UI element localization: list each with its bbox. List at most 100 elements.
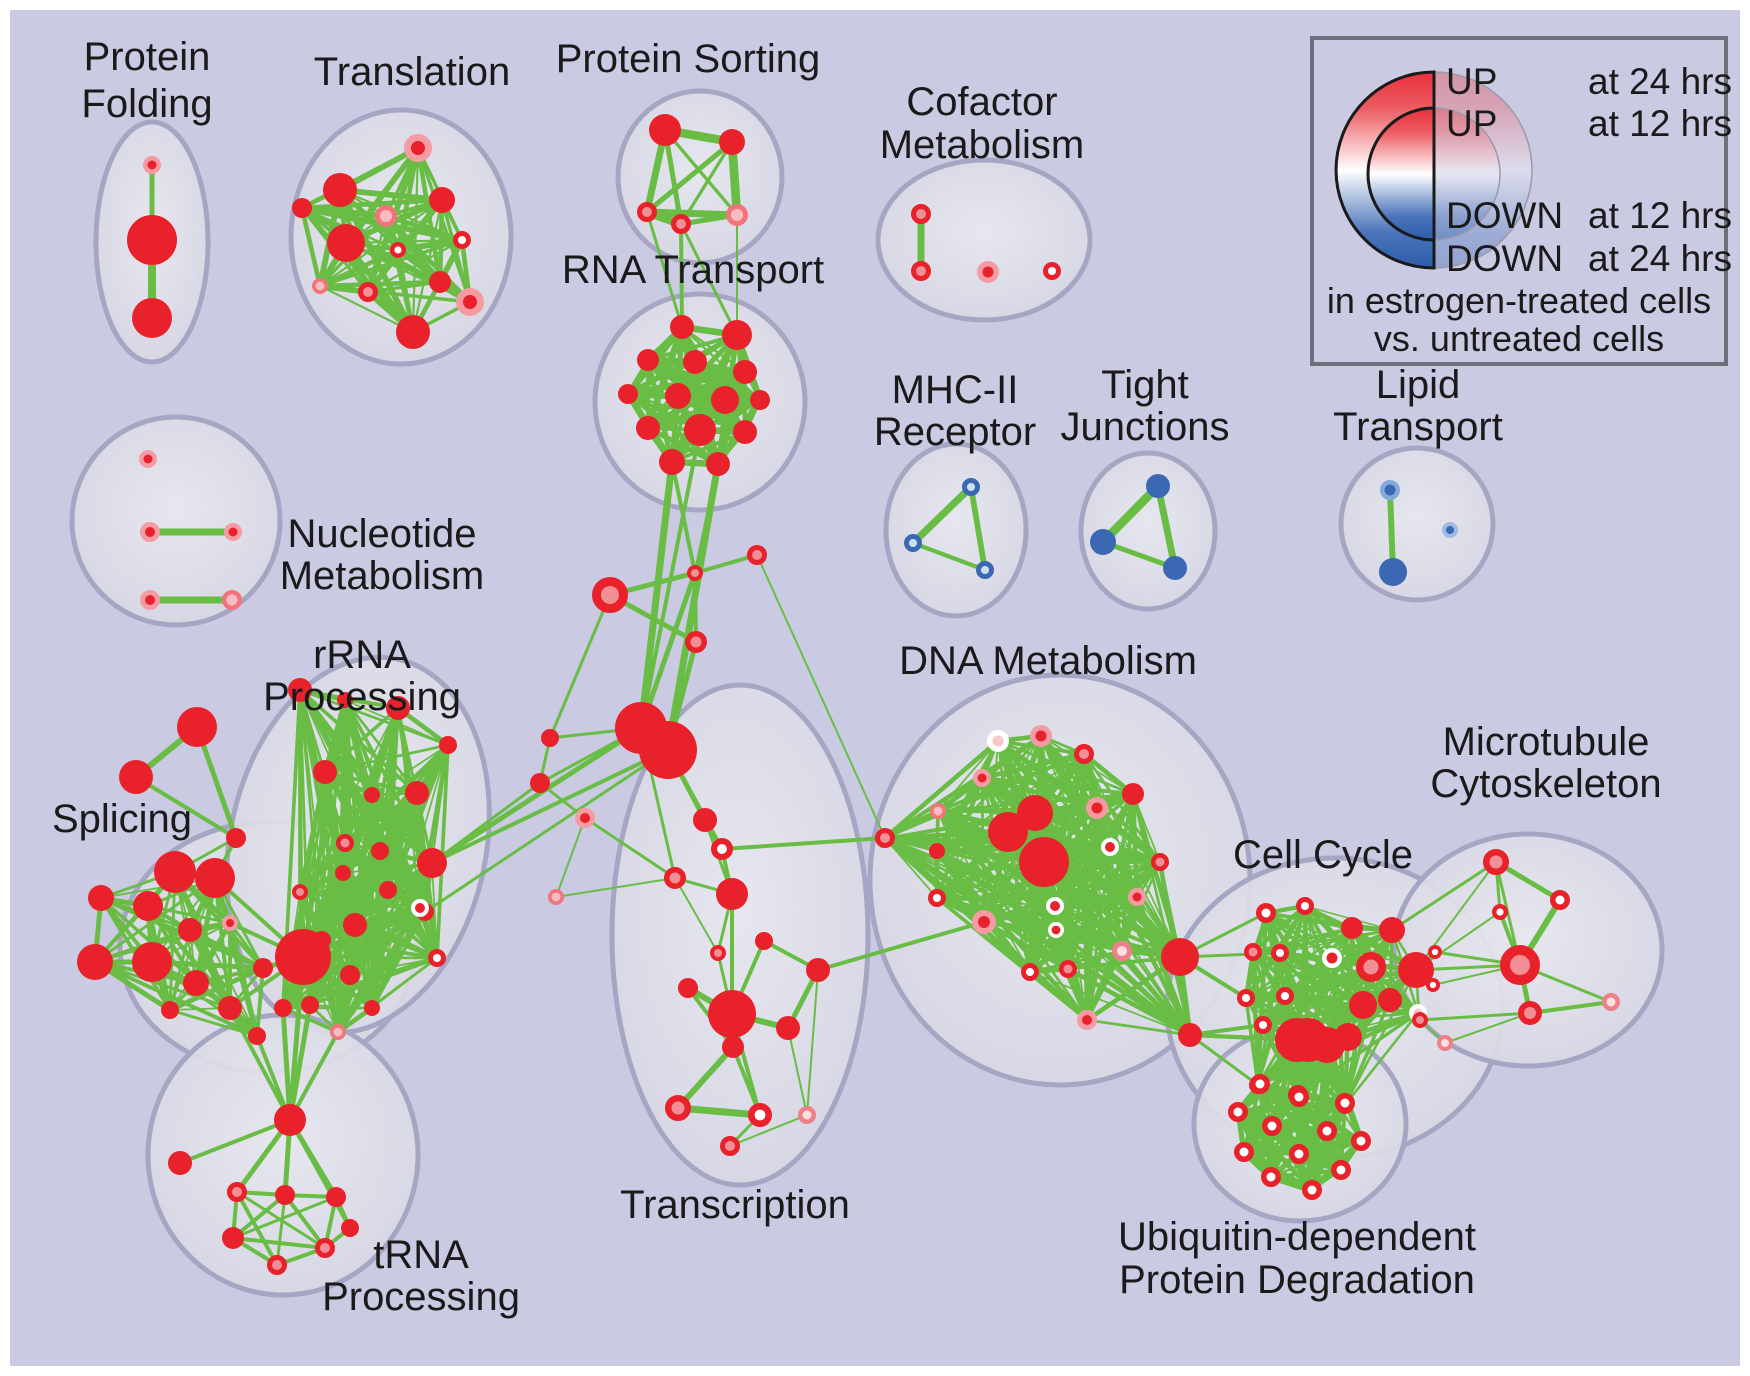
node-transcription — [664, 867, 686, 889]
node-ubiquitin-degradation — [1289, 1087, 1309, 1107]
node-rrna-processing — [364, 787, 380, 803]
edge-rrna-processing — [370, 906, 422, 1010]
node-translation — [292, 198, 312, 218]
node-connector — [530, 773, 550, 793]
edge-translation — [366, 290, 472, 304]
edge-dna-metabolism — [882, 738, 1001, 841]
node-rrna-processing — [292, 884, 308, 900]
edge-inter — [548, 593, 612, 740]
node-trna-processing — [168, 1151, 192, 1175]
edge-cell-cycle — [1244, 951, 1282, 1000]
node-ubiquitin-degradation — [1261, 1167, 1281, 1187]
node-splicing — [161, 1001, 179, 1019]
node-dna-metabolism — [1048, 921, 1065, 938]
node-protein-folding — [127, 215, 177, 265]
edge-mhc-ii-receptor — [968, 484, 988, 573]
edge-tight-junctions — [1154, 482, 1179, 572]
node-lipid-transport — [1442, 522, 1458, 538]
edge-dna-metabolism — [1054, 928, 1192, 1037]
node-cell-cycle — [1341, 917, 1363, 939]
edge-dna-metabolism — [981, 859, 1163, 925]
node-translation — [396, 315, 430, 349]
edge-rrna-processing — [323, 770, 419, 795]
node-cell-cycle — [1379, 917, 1405, 943]
legend-entry-direction-2: DOWN — [1446, 195, 1563, 236]
edge-inter — [720, 836, 887, 851]
node-translation — [390, 241, 407, 258]
node-rrna-processing — [329, 1024, 346, 1041]
node-dna-metabolism — [927, 888, 946, 907]
node-dna-metabolism — [1074, 744, 1094, 764]
edge-rrna-processing — [340, 790, 420, 876]
node-dna-metabolism — [1030, 725, 1052, 747]
cluster-label-cofactor-metabolism: Cofactor Metabolism — [880, 80, 1085, 167]
edge-inter — [430, 781, 542, 865]
cluster-label-translation: Translation — [314, 50, 510, 94]
edge-translation — [299, 197, 445, 211]
node-cofactor-metabolism — [1042, 262, 1061, 281]
node-trna-processing — [227, 1182, 247, 1202]
node-trna-processing — [275, 1185, 295, 1205]
edge-splicing — [255, 966, 265, 1038]
node-dna-metabolism — [1059, 960, 1077, 978]
node-rna-transport — [618, 384, 638, 404]
node-transcription — [776, 1016, 800, 1040]
node-protein-sorting — [649, 114, 681, 146]
edge-translation — [318, 238, 464, 288]
edge-inter — [1390, 860, 1498, 932]
edge-splicing — [93, 960, 259, 1038]
node-ubiquitin-degradation — [1317, 1121, 1337, 1141]
edge-inter — [288, 1030, 340, 1122]
node-splicing — [154, 851, 196, 893]
node-ubiquitin-degradation — [1262, 1116, 1282, 1136]
node-mhc-ii-receptor — [975, 560, 994, 579]
cluster-label-nucleotide-metabolism: Nucleotide Metabolism — [280, 512, 485, 598]
node-translation — [358, 282, 378, 302]
edge-splicing — [174, 871, 258, 1037]
node-transcription — [665, 1095, 691, 1121]
node-rrna-processing — [274, 999, 292, 1017]
node-rna-transport — [684, 414, 716, 446]
edge-rrna-processing — [342, 790, 420, 846]
node-protein-sorting — [671, 214, 691, 234]
node-ubiquitin-degradation — [1351, 1131, 1371, 1151]
node-dna-metabolism — [1046, 897, 1065, 916]
node-ubiquitin-degradation — [1302, 1180, 1322, 1200]
node-connector — [541, 729, 559, 747]
edge-transcription — [806, 969, 819, 1116]
node-tight-junctions — [1090, 529, 1116, 555]
node-transcription — [711, 838, 734, 861]
edge-inter — [816, 920, 986, 972]
edge-translation — [318, 284, 415, 334]
edge-translation — [395, 237, 465, 253]
node-dna-metabolism — [988, 812, 1028, 852]
node-cell-cycle — [1322, 948, 1342, 968]
node-connector — [177, 707, 217, 747]
node-ubiquitin-degradation — [1335, 1093, 1355, 1113]
node-dna-metabolism — [1020, 962, 1039, 981]
node-microtubule-cytoskeleton — [1483, 849, 1509, 875]
node-dna-metabolism — [1112, 941, 1132, 961]
node-connector — [575, 808, 595, 828]
legend-gradient-circle-icon — [1433, 107, 1501, 241]
edge-splicing — [189, 929, 258, 1037]
node-dna-metabolism — [875, 828, 895, 848]
cluster-label-transcription: Transcription — [620, 1183, 850, 1227]
cluster-label-tight-junctions: Tight Junctions — [1061, 363, 1230, 449]
edge-dna-metabolism — [883, 752, 1086, 840]
node-ubiquitin-degradation — [1289, 1144, 1309, 1164]
node-rna-transport — [683, 350, 707, 374]
node-rna-transport — [636, 416, 660, 440]
legend-entry-time-2: at 12 hrs — [1588, 195, 1732, 236]
edge-dna-metabolism — [1065, 966, 1193, 1038]
edge-rrna-processing — [297, 840, 348, 895]
node-cofactor-metabolism — [977, 261, 999, 283]
node-cell-cycle — [1356, 952, 1386, 982]
edge-cell-cycle — [1250, 949, 1261, 1088]
legend-footer-line-1: vs. untreated cells — [1374, 318, 1664, 359]
cluster-ellipse-nucleotide-metabolism — [69, 414, 283, 628]
edge-cell-cycle — [1343, 998, 1392, 1107]
cluster-label-microtubule-cytoskeleton: Microtubule Cytoskeleton — [1430, 720, 1661, 806]
